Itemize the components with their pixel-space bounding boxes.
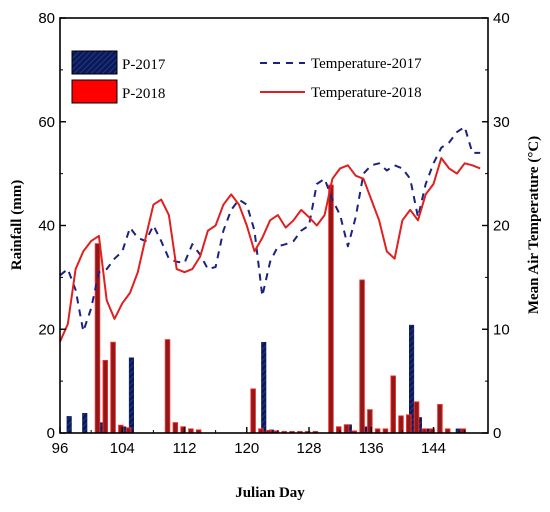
x-tick-label-2: 112: [173, 440, 197, 457]
x-tick-label-4: 128: [297, 440, 322, 457]
x-tick-label-0: 96: [52, 440, 69, 457]
y-left-tick-label-1: 20: [38, 321, 55, 338]
legend-label-p2017: P-2017: [122, 57, 166, 73]
bar-p2018-23: [359, 279, 365, 434]
legend-swatch-p2018: [71, 79, 118, 104]
bar-p2018-10: [250, 388, 256, 434]
x-axis-title: Julian Day: [235, 485, 305, 501]
x-tick-label-1: 104: [110, 440, 135, 457]
y-right-tick-label-3: 30: [493, 114, 510, 131]
bar-p2017-4: [128, 357, 134, 434]
legend-label-p2018: P-2018: [122, 86, 165, 102]
axes-layer: 96 104 112 120 128 136 144 0 20 40 60 80 0 10 20 30 40: [38, 10, 509, 457]
bar-p2018-29: [406, 414, 412, 434]
y-left-tick-label-4: 80: [38, 10, 55, 27]
bar-p2017-5: [261, 341, 267, 434]
lines-layer: [59, 125, 481, 343]
bar-p2018-30: [413, 401, 420, 434]
bar-p2018-1: [102, 359, 109, 434]
legend: P-2017 P-2018 Temperature-2017 Temperatu…: [71, 50, 422, 104]
x-tick-label-3: 120: [234, 440, 259, 457]
y-left-axis-title: Rainfall (mm): [9, 180, 25, 270]
line-temperature-2017: [59, 125, 481, 333]
y-right-tick-label-0: 0: [493, 425, 501, 442]
legend-label-t2017: Temperature-2017: [311, 56, 422, 72]
bar-p2017-0: [66, 416, 72, 434]
y-right-tick-label-2: 20: [493, 218, 510, 235]
bar-p2018-21: [343, 424, 350, 434]
bar-p2018-27: [390, 375, 396, 434]
y-right-axis-title: Mean Air Temperature (°C): [526, 136, 542, 314]
line-temperature-2018: [59, 157, 481, 343]
bar-p2017-1: [82, 413, 88, 434]
plot-frame: [59, 17, 489, 434]
y-right-tick-label-4: 40: [493, 10, 510, 27]
y-left-tick-label-3: 60: [38, 114, 55, 131]
bar-p2018-6: [172, 422, 179, 434]
bar-p2018-33: [437, 404, 443, 434]
bar-p2018-5: [164, 339, 171, 434]
bars-layer: [66, 184, 467, 434]
x-tick-label-6: 144: [421, 440, 446, 457]
y-left-tick-label-0: 0: [47, 425, 55, 442]
y-right-tick-label-1: 10: [493, 321, 510, 338]
bar-p2018-2: [110, 341, 116, 434]
legend-label-t2018: Temperature-2018: [311, 85, 422, 101]
y-left-tick-label-2: 40: [38, 218, 55, 235]
bar-p2018-19: [328, 184, 334, 434]
x-tick-label-5: 136: [359, 440, 384, 457]
legend-swatch-p2017: [71, 50, 118, 75]
